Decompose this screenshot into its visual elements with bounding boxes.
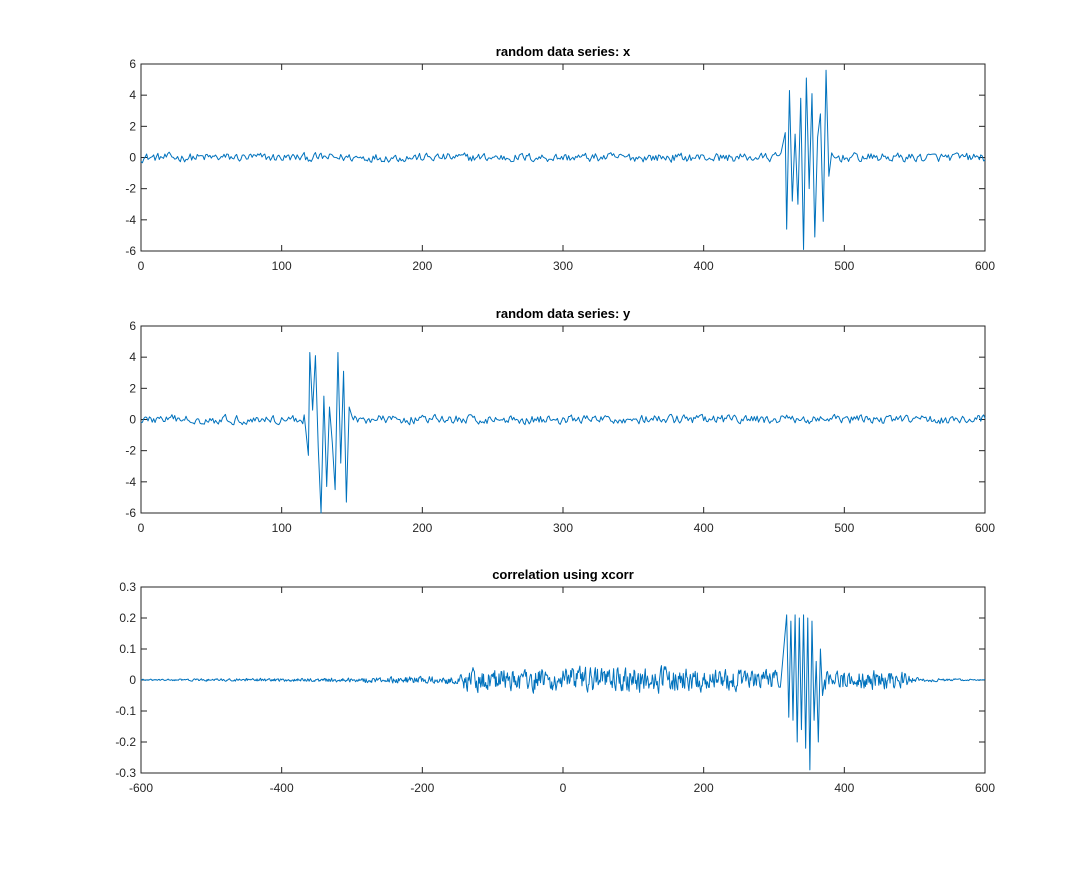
y-tick-label: -0.1	[115, 704, 136, 718]
y-tick-label: 6	[129, 57, 136, 71]
plot-area	[140, 63, 986, 252]
x-tick-label: 200	[412, 259, 432, 273]
axes-x-series: random data series: x 0 100 200 300 400 500 600…	[125, 44, 995, 273]
x-tick-label: 0	[138, 521, 145, 535]
x-tick-label: 600	[975, 521, 995, 535]
x-tick-label: 600	[975, 781, 995, 795]
x-tick-label: 400	[834, 781, 854, 795]
x-tick-label: 300	[553, 259, 573, 273]
y-tick-label: -0.3	[115, 766, 136, 780]
series-line	[140, 69, 986, 250]
x-tick-label: 500	[834, 521, 854, 535]
x-tick-label: 200	[694, 781, 714, 795]
y-tick-label: -4	[125, 213, 136, 227]
y-tick-label: 0.2	[119, 611, 136, 625]
x-tick-label: 100	[272, 259, 292, 273]
x-tick-label: 300	[553, 521, 573, 535]
axes-y-series: random data series: y 0 100 200 300 400 500 600…	[125, 306, 995, 535]
series-line	[140, 351, 986, 514]
x-tick-label: 600	[975, 259, 995, 273]
chart-title: random data series: x	[496, 44, 631, 59]
chart-title: random data series: y	[496, 306, 631, 321]
x-tick-label: 500	[834, 259, 854, 273]
axes-correlation: correlation using xcorr -600 -400 -200 0 200 4…	[115, 567, 995, 795]
y-tick-label: 0	[129, 413, 136, 427]
x-tick-label: -600	[129, 781, 153, 795]
y-tick-label: -0.2	[115, 735, 136, 749]
x-tick-label: 400	[694, 521, 714, 535]
y-tick-label: 2	[129, 119, 136, 133]
y-tick-label: 0	[129, 151, 136, 165]
y-tick-label: -6	[125, 244, 136, 258]
x-tick-label: 100	[272, 521, 292, 535]
y-tick-label: 0	[129, 673, 136, 687]
y-tick-label: 2	[129, 381, 136, 395]
y-tick-label: 0.1	[119, 642, 136, 656]
y-tick-label: -2	[125, 444, 136, 458]
x-tick-label: 0	[138, 259, 145, 273]
y-tick-label: 4	[129, 88, 136, 102]
x-tick-label: 400	[694, 259, 714, 273]
x-tick-label: 0	[560, 781, 567, 795]
y-tick-label: -2	[125, 182, 136, 196]
y-tick-label: 6	[129, 319, 136, 333]
y-tick-label: 0.3	[119, 580, 136, 594]
y-tick-label: -6	[125, 506, 136, 520]
x-tick-label: -400	[270, 781, 294, 795]
y-tick-label: -4	[125, 475, 136, 489]
y-tick-label: 4	[129, 350, 136, 364]
series-line	[140, 614, 986, 771]
x-tick-label: -200	[410, 781, 434, 795]
chart-title: correlation using xcorr	[492, 567, 634, 582]
x-tick-label: 200	[412, 521, 432, 535]
plot-area	[140, 325, 986, 514]
